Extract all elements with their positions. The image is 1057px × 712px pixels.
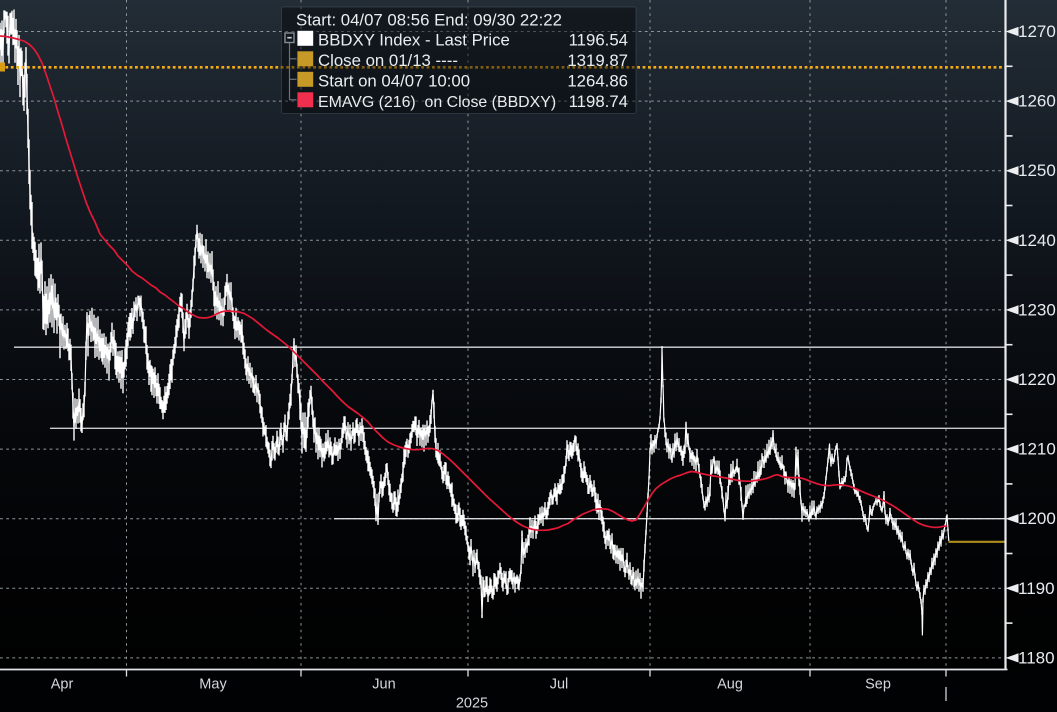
- svg-text:1200: 1200: [1018, 509, 1056, 528]
- svg-text:2025: 2025: [456, 696, 488, 712]
- svg-text:BBDXY Index - Last Price: BBDXY Index - Last Price: [318, 31, 510, 50]
- svg-text:EMAVG (216) on Close (BBDXY): EMAVG (216) on Close (BBDXY): [318, 94, 556, 111]
- svg-text:1180: 1180: [1018, 648, 1055, 667]
- svg-text:Close on 01/13 ----: Close on 01/13 ----: [318, 51, 458, 70]
- svg-text:1210: 1210: [1018, 440, 1056, 459]
- svg-text:Start: 04/07 08:56 End: 09/30: Start: 04/07 08:56 End: 09/30 22:22: [296, 11, 562, 30]
- svg-text:1264.86: 1264.86: [567, 72, 628, 91]
- svg-text:Apr: Apr: [51, 677, 74, 693]
- svg-text:Sep: Sep: [865, 677, 891, 693]
- svg-text:May: May: [199, 677, 227, 693]
- svg-text:1190: 1190: [1018, 579, 1055, 598]
- svg-text:1319.87: 1319.87: [567, 51, 628, 70]
- svg-text:1198.74: 1198.74: [569, 92, 628, 111]
- svg-text:Jul: Jul: [550, 677, 569, 693]
- svg-text:1260: 1260: [1018, 92, 1056, 111]
- svg-text:1240: 1240: [1018, 231, 1056, 250]
- svg-text:1196.54: 1196.54: [569, 31, 628, 50]
- svg-text:Jun: Jun: [372, 677, 395, 693]
- svg-text:1250: 1250: [1018, 161, 1056, 180]
- svg-text:Aug: Aug: [717, 677, 743, 693]
- svg-text:1220: 1220: [1018, 370, 1056, 389]
- svg-text:1270: 1270: [1018, 22, 1056, 41]
- svg-text:1230: 1230: [1018, 300, 1056, 319]
- svg-text:Start on 04/07 10:00: Start on 04/07 10:00: [318, 72, 470, 91]
